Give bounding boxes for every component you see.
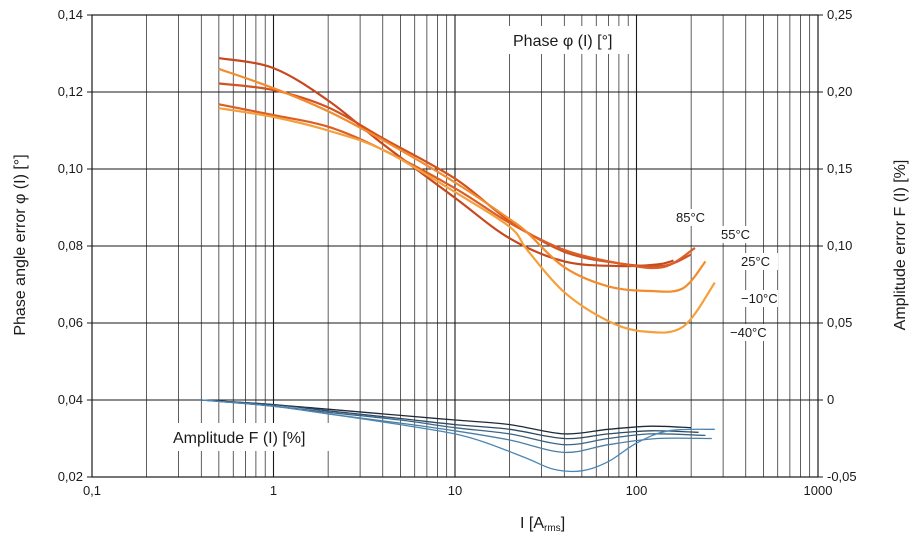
y-right-tick-label: 0: [827, 392, 834, 407]
y-left-tick-label: 0,10: [58, 161, 83, 176]
x-axis-label: I [Arms]: [520, 515, 565, 534]
x-axis-label-main: I [A: [520, 515, 544, 532]
x-axis-label-subscript: rms: [544, 523, 561, 534]
x-tick-label: 0,1: [83, 483, 101, 498]
y-left-tick-label: 0,12: [58, 84, 83, 99]
y-left-axis-label: Phase angle error φ (I) [°]: [12, 154, 29, 335]
axes: Phase angle error φ (I) [°] Amplitude er…: [12, 154, 909, 534]
grid: [91, 14, 819, 478]
y-right-tick-label: 0,05: [827, 315, 852, 330]
y-left-tick-label: 0,14: [58, 7, 83, 22]
y-left-tick-label: 0,02: [58, 469, 83, 484]
temperature-label: 55°C: [721, 227, 750, 242]
temperature-label-background: [718, 226, 758, 243]
temperature-labels: 85°C 55°C 25°C −10°C −40°C: [673, 209, 778, 341]
x-tick-label: 10: [448, 483, 462, 498]
temperature-label-background: [727, 324, 767, 341]
y-left-tick-label: 0,04: [58, 392, 83, 407]
series-layer: [201, 57, 716, 473]
amplitude-label-background: [167, 423, 335, 451]
x-tick-label: 100: [626, 483, 648, 498]
x-axis-label-close: ]: [561, 515, 565, 532]
annotation-layer: Phase φ (I) [°] Amplitude F (I) [%]: [167, 26, 635, 451]
temperature-label: 85°C: [676, 210, 705, 225]
y-right-tick-label: 0,20: [827, 84, 852, 99]
x-tick-label: 1: [270, 483, 277, 498]
y-right-tick-label: -0,05: [827, 469, 857, 484]
amplitude-series-line: [201, 399, 699, 440]
phase-label: Phase φ (I) [°]: [513, 33, 612, 50]
phase-series-line: [218, 103, 696, 270]
y-right-tick-label: 0,25: [827, 7, 852, 22]
amplitude-label: Amplitude F (I) [%]: [173, 430, 305, 447]
y-right-tick-label: 0,15: [827, 161, 852, 176]
temperature-label: 25°C: [741, 254, 770, 269]
temperature-label-background: [673, 209, 713, 226]
phase-series-line: [218, 67, 707, 293]
phase-series-line: [218, 107, 716, 334]
tick-labels: 0,1 1 10 100 1000 0,02 0,04 0,06 0,08 0,10 0,12 0,1…: [58, 7, 857, 498]
temperature-label-background: [738, 290, 778, 307]
x-tick-label: 1000: [804, 483, 833, 498]
temperature-label: −40°C: [730, 325, 767, 340]
y-left-tick-label: 0,08: [58, 238, 83, 253]
y-right-tick-label: 0,10: [827, 238, 852, 253]
temperature-label-background: [738, 253, 778, 270]
y-left-tick-label: 0,06: [58, 315, 83, 330]
phase-label-background: [505, 26, 635, 54]
amplitude-series-line: [201, 399, 715, 473]
y-right-axis-label: Amplitude error F (I) [%]: [892, 160, 909, 331]
temperature-label: −10°C: [741, 291, 778, 306]
